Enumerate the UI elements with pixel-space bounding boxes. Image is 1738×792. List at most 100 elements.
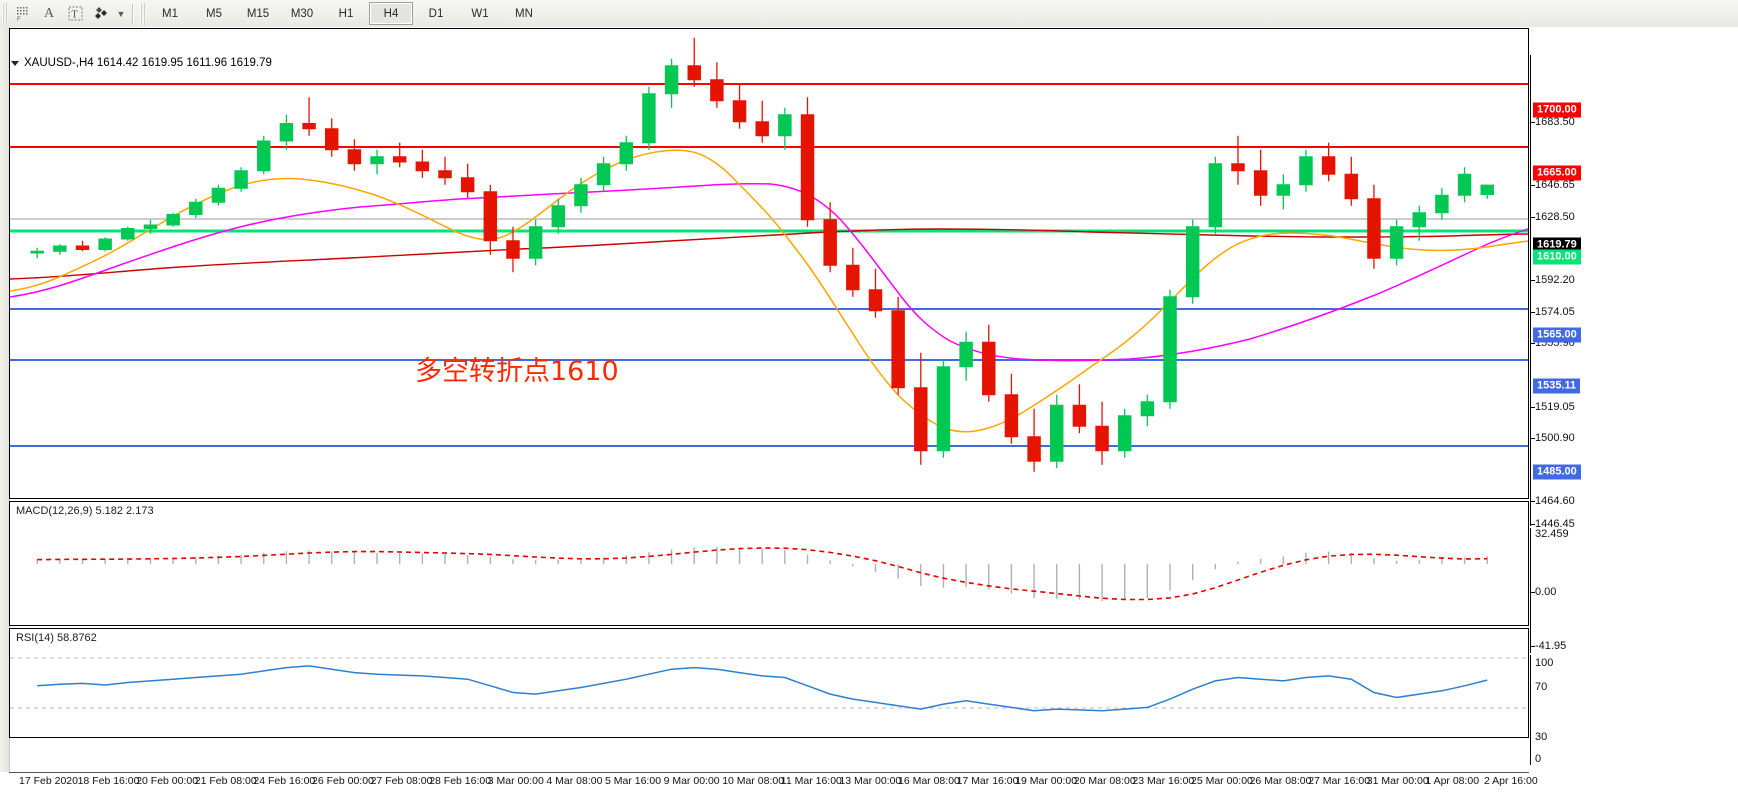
timeframe-d1[interactable]: D1 (428, 7, 444, 20)
macd-axis-tick: 0.00 (1535, 586, 1557, 598)
timeframe-m30[interactable]: M30 (290, 7, 314, 20)
candle-body (1480, 184, 1494, 196)
macd-pane[interactable]: MACD(12,26,9) 5.182 2.173 (9, 501, 1529, 626)
rsi-pane[interactable]: RSI(14) 58.8762 (9, 628, 1529, 738)
timeframe-m1[interactable]: M1 (162, 7, 178, 20)
time-axis-label: 27 Mar 16:00 (1308, 775, 1371, 787)
candle-body (1027, 436, 1041, 462)
candle-body (596, 163, 611, 186)
shapes-icon[interactable] (88, 2, 114, 25)
price-level-pill[interactable]: 1665.00 (1533, 165, 1581, 181)
price-level-pill[interactable]: 1485.00 (1533, 464, 1581, 480)
candle-body (936, 366, 951, 452)
price-axis-tick: 1646.65 (1535, 179, 1575, 191)
time-axis-label: 27 Feb 08:00 (370, 775, 433, 787)
price-level-pill[interactable]: 1565.00 (1533, 327, 1581, 343)
chart-menu-caret-icon[interactable] (11, 60, 19, 66)
axis-tickmark (1531, 438, 1535, 439)
time-axis-label: 10 Mar 08:00 (722, 775, 785, 787)
candle-body (257, 140, 271, 172)
candle-body (438, 170, 452, 179)
axis-tickmark (1531, 122, 1535, 123)
ma-magenta-line (10, 182, 1528, 362)
candle-body (1231, 163, 1245, 172)
ma-red-line (10, 228, 1528, 280)
time-axis-label: 31 Mar 00:00 (1366, 775, 1429, 787)
symbol-header: XAUUSD-,H4 1614.42 1619.95 1611.96 1619.… (11, 57, 272, 69)
candle-body (483, 191, 498, 242)
macd-signal-line (37, 547, 1488, 601)
toolbar-grip-timeframes[interactable] (140, 2, 146, 25)
time-axis-label: 17 Feb 2020 (19, 775, 78, 787)
candle-body (415, 161, 430, 172)
timeframe-w1[interactable]: W1 (471, 7, 489, 20)
time-axis-label: 11 Mar 16:00 (780, 775, 842, 787)
text-label-icon[interactable]: A (43, 5, 55, 21)
price-level-pill[interactable]: 1700.00 (1533, 102, 1581, 118)
time-axis-label: 18 Feb 16:00 (77, 775, 140, 787)
price-axis-tick: 1500.90 (1535, 432, 1575, 444)
price-level-pill[interactable]: 1535.11 (1533, 378, 1581, 394)
rsi-axis[interactable]: 100 70 30 0 (1530, 655, 1738, 765)
time-axis-label: 25 Mar 00:00 (1191, 775, 1253, 787)
candle-body (460, 177, 475, 193)
axis-tickmark (1531, 407, 1535, 408)
macd-axis-tick: 32.459 (1535, 528, 1569, 540)
candle-body (664, 65, 679, 95)
candle-body (166, 214, 180, 226)
rsi-chart-svg (10, 657, 1528, 712)
rsi-label: RSI(14) 58.8762 (16, 632, 97, 644)
candle-body (1344, 173, 1359, 200)
macd-axis[interactable]: 32.459 0.00 -41.95 (1530, 528, 1738, 653)
axis-tickmark (1531, 592, 1535, 593)
ma-orange-line (10, 149, 1528, 433)
candle-body (574, 184, 588, 207)
candle-body (642, 93, 656, 144)
time-axis-label: 5 Mar 16:00 (605, 775, 662, 787)
candle-body (121, 228, 135, 240)
price-level-pill[interactable]: 1610.00 (1533, 249, 1581, 265)
time-axis-label: 4 Mar 08:00 (546, 775, 603, 787)
candle-body (732, 100, 747, 123)
price-axis-tick: 1592.20 (1535, 274, 1575, 286)
axis-tickmark (1531, 501, 1535, 502)
time-axis-label: 20 Feb 00:00 (136, 775, 199, 787)
time-axis-label: 20 Mar 08:00 (1073, 775, 1136, 787)
price-axis-tick: 1683.50 (1535, 116, 1575, 128)
candle-body (324, 128, 339, 151)
candle-body (823, 219, 837, 266)
chevron-down-icon[interactable]: ▼ (116, 8, 126, 19)
timeframe-m5[interactable]: M5 (206, 7, 222, 20)
price-axis[interactable]: 1683.50 1646.65 1628.50 1592.20 1574.05 1555.… (1530, 55, 1738, 530)
candle-body (279, 123, 294, 142)
candle-body (189, 201, 203, 215)
toolbar-separator (132, 3, 134, 24)
candle-body (551, 205, 566, 228)
candle-body (1208, 163, 1223, 228)
candle-body (687, 65, 701, 81)
timeframe-m15[interactable]: M15 (246, 7, 270, 20)
price-chart-svg (10, 37, 1528, 472)
toolbar-grip-tools[interactable] (2, 2, 8, 25)
crosshair-f-icon[interactable]: F (10, 2, 36, 25)
candle-body (1072, 404, 1087, 427)
timeframe-h1[interactable]: H1 (338, 7, 354, 20)
axis-tickmark (1531, 312, 1535, 313)
symbol-header-text: XAUUSD-,H4 1614.42 1619.95 1611.96 1619.… (24, 57, 272, 69)
candle-body (1050, 404, 1064, 462)
text-box-icon[interactable]: T (62, 2, 88, 25)
price-pane[interactable] (9, 28, 1529, 499)
candle-body (1457, 173, 1472, 196)
time-axis[interactable]: 17 Feb 2020 18 Feb 16:00 20 Feb 00:00 21 Fe… (9, 772, 1538, 792)
timeframe-h4[interactable]: H4 (369, 2, 413, 25)
time-axis-label: 9 Mar 00:00 (663, 775, 720, 787)
time-axis-label: 13 Mar 00:00 (839, 775, 902, 787)
rsi-axis-tick: 0 (1535, 753, 1542, 765)
price-level-pill[interactable]: 1619.79 (1533, 237, 1581, 253)
candle-body (211, 187, 226, 203)
candle-body (846, 264, 860, 291)
candle-body (53, 245, 67, 252)
rsi-axis-tick: 70 (1535, 681, 1548, 693)
timeframe-mn[interactable]: MN (515, 7, 533, 20)
axis-tickmark (1531, 280, 1535, 281)
